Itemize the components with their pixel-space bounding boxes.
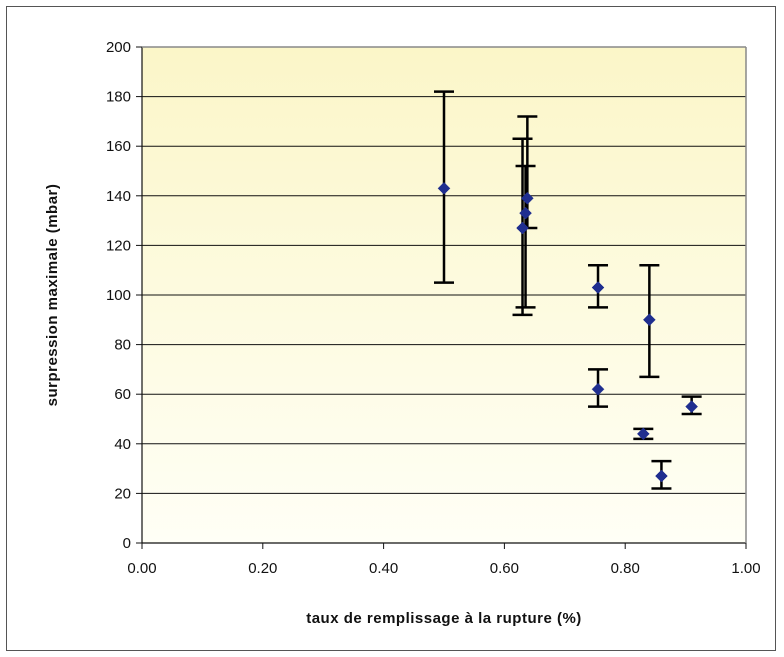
y-tick-label: 20	[114, 485, 131, 502]
y-tick-label: 100	[106, 287, 131, 304]
data-markers	[437, 182, 698, 483]
y-tick-label: 0	[123, 535, 131, 552]
y-tick-label: 200	[106, 39, 131, 56]
y-tick-label: 180	[106, 89, 131, 106]
y-tick-label: 80	[114, 337, 131, 354]
data-point	[655, 469, 668, 483]
tick-labels: 0 20 40 60 80 100 120 140 160 180 200 0.00 0.20 0.40 0…	[106, 39, 761, 577]
data-point	[591, 382, 605, 396]
error-bar	[515, 164, 536, 309]
data-point	[520, 191, 534, 205]
x-tick-label: 0.80	[611, 560, 640, 577]
data-point	[437, 182, 451, 195]
y-axis-title: surpression maximale (mbar)	[44, 184, 61, 407]
data-point	[591, 281, 605, 294]
y-tick-label: 40	[114, 436, 131, 453]
data-point	[636, 427, 650, 441]
axes	[136, 46, 747, 549]
x-tick-label: 0.60	[490, 560, 519, 577]
x-tick-label: 1.00	[731, 560, 760, 577]
data-point	[516, 221, 529, 235]
data-point	[643, 313, 656, 327]
data-point	[519, 206, 532, 220]
data-point	[685, 400, 698, 413]
x-tick-label: 0.20	[248, 560, 277, 577]
y-tick-label: 120	[106, 237, 131, 254]
x-axis-title: taux de remplissage à la rupture (%)	[306, 610, 582, 627]
x-tick-label: 0.00	[127, 560, 156, 577]
x-tick-label: 0.40	[369, 560, 398, 577]
y-tick-label: 160	[106, 138, 131, 155]
y-tick-label: 140	[106, 188, 131, 205]
y-tick-label: 60	[114, 386, 131, 403]
